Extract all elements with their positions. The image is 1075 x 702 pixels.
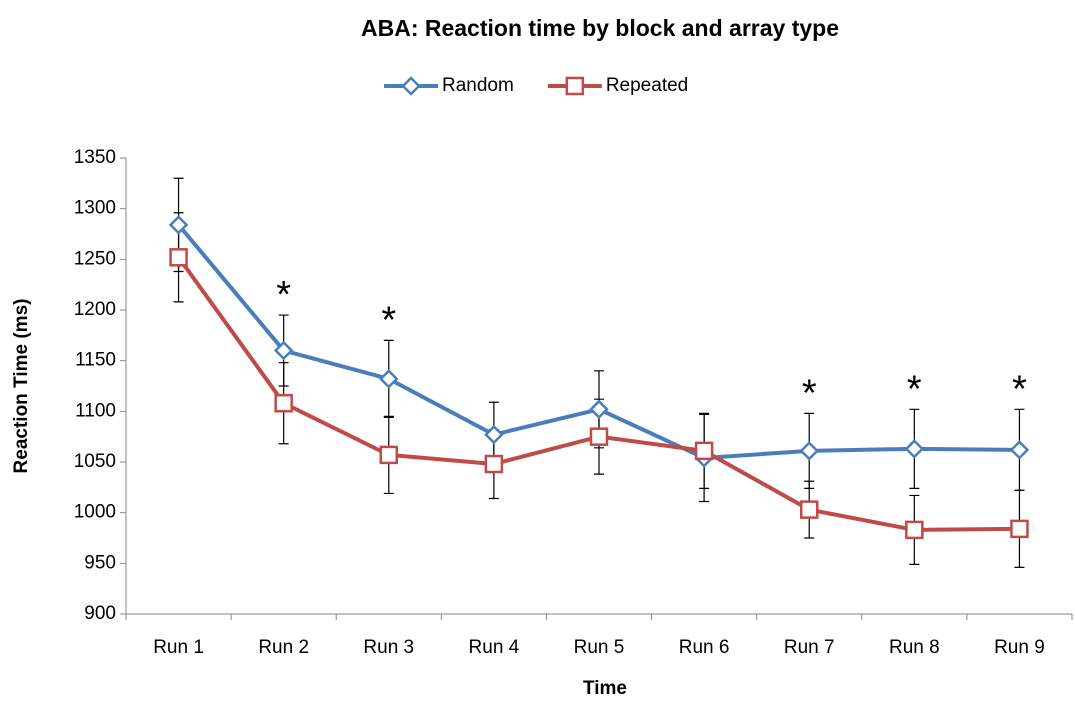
marker [274, 393, 293, 413]
marker [484, 424, 504, 445]
x-axis-title: Time [583, 678, 627, 699]
marker [694, 441, 714, 461]
marker [168, 215, 189, 235]
marker [904, 439, 925, 459]
legend-label: Repeated [606, 75, 688, 96]
x-tick-label: Run 6 [679, 637, 730, 658]
marker [379, 445, 399, 465]
x-tick-label: Run 9 [994, 637, 1045, 658]
annotation: * [276, 274, 291, 316]
marker [1010, 519, 1029, 539]
marker [1009, 440, 1030, 460]
y-tick-label: 1300 [74, 198, 116, 219]
marker [565, 76, 585, 96]
annotation: * [1012, 368, 1027, 410]
marker [589, 399, 609, 420]
marker [484, 454, 504, 474]
y-axis-title: Reaction Time (ms) [11, 299, 32, 474]
legend-label: Random [442, 75, 514, 96]
annotation: * [907, 368, 922, 410]
y-tick-label: 1350 [74, 147, 116, 168]
marker [401, 76, 421, 96]
y-tick-label: 950 [84, 552, 116, 573]
x-tick-label: Run 7 [784, 637, 835, 658]
annotation: * [381, 299, 396, 341]
y-tick-label: 900 [84, 603, 116, 624]
y-tick-label: 1200 [74, 299, 116, 320]
y-tick-label: 1250 [74, 248, 116, 269]
x-tick-label: Run 2 [258, 637, 309, 658]
y-tick-label: 1000 [74, 502, 116, 523]
marker [273, 340, 294, 361]
annotation: * [802, 372, 817, 414]
marker [589, 427, 609, 446]
x-tick-label: Run 5 [574, 637, 625, 658]
y-tick-label: 1050 [74, 451, 116, 472]
marker [379, 369, 399, 389]
x-tick-label: Run 4 [469, 637, 520, 658]
x-tick-label: Run 3 [363, 637, 414, 658]
marker [799, 441, 819, 461]
x-tick-label: Run 1 [153, 637, 204, 658]
marker [799, 500, 819, 519]
y-tick-label: 1100 [75, 400, 116, 421]
marker [905, 520, 924, 540]
chart-title: ABA: Reaction time by block and array ty… [361, 15, 839, 41]
y-tick-label: 1150 [75, 350, 116, 371]
x-tick-label: Run 8 [889, 637, 940, 658]
marker [169, 248, 188, 267]
